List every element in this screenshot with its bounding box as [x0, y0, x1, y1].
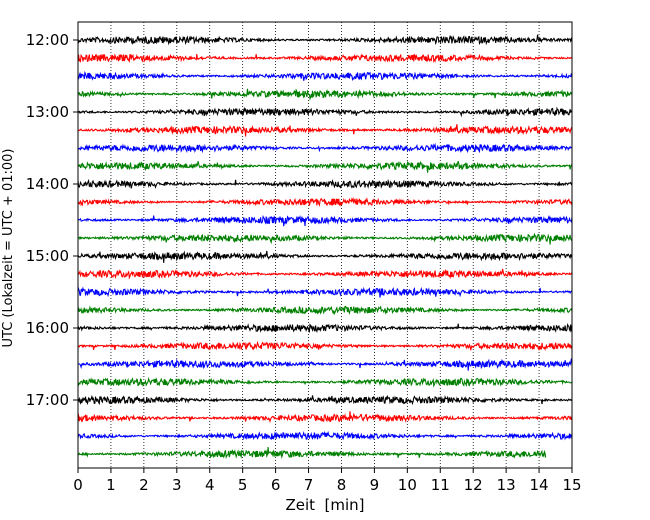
x-tick-label: 11: [431, 476, 450, 494]
seismogram-trace: [77, 376, 573, 388]
x-tick-label: 15: [562, 476, 581, 494]
x-tick-label: 12: [464, 476, 483, 494]
seismogram-traces: [77, 34, 573, 460]
seismogram-trace: [77, 447, 547, 460]
seismogram-trace: [77, 250, 573, 263]
plot-frame: [77, 21, 573, 469]
x-tick-label: 4: [205, 476, 215, 494]
x-tick-label: 0: [73, 476, 83, 494]
y-tick-label: 14:00: [26, 175, 69, 193]
seismogram-trace: [77, 196, 573, 208]
seismogram-trace: [77, 232, 573, 245]
x-axis-ticks: 0 1 2 3 4 5 6 7 8 9 10 11 12 13 14 15: [73, 468, 582, 494]
y-tick-label: 12:00: [26, 31, 69, 49]
seismogram-trace: [77, 358, 573, 371]
seismogram-trace: [77, 305, 573, 316]
x-tick-label: 5: [238, 476, 248, 494]
x-tick-label: 7: [304, 476, 314, 494]
seismogram-trace: [77, 286, 573, 298]
y-tick-label: 17:00: [26, 391, 69, 409]
x-tick-label: 9: [370, 476, 380, 494]
x-tick-label: 10: [398, 476, 417, 494]
seismogram-trace: [77, 34, 573, 46]
seismogram-trace: [77, 430, 573, 441]
seismogram-trace: [77, 106, 573, 118]
seismogram-trace: [77, 394, 573, 406]
y-tick-label: 13:00: [26, 103, 69, 121]
y-axis-ticks: 12:00 13:00 14:00 15:00 16:00 17:00: [26, 31, 78, 409]
seismogram-trace: [77, 142, 573, 154]
x-tick-label: 13: [497, 476, 516, 494]
seismogram-trace: [77, 340, 573, 351]
seismogram-trace: [77, 70, 573, 82]
seismogram-trace: [77, 88, 573, 101]
x-tick-label: 8: [337, 476, 347, 494]
seismogram-trace: [77, 178, 573, 190]
x-axis-label: Zeit [min]: [285, 496, 364, 514]
x-tick-label: 3: [172, 476, 182, 494]
seismogram-trace: [77, 214, 573, 227]
y-tick-label: 16:00: [26, 319, 69, 337]
vertical-grid: [110, 22, 540, 468]
seismogram-trace: [77, 160, 573, 173]
seismogram-trace: [77, 323, 573, 334]
x-tick-label: 6: [271, 476, 281, 494]
x-tick-label: 14: [530, 476, 549, 494]
y-tick-label: 15:00: [26, 247, 69, 265]
y-axis-label: UTC (Lokalzeit = UTC + 01:00): [1, 149, 16, 348]
seismogram-trace: [77, 124, 573, 137]
x-tick-label: 1: [106, 476, 116, 494]
seismogram-trace: [77, 268, 573, 280]
seismogram-trace: [77, 53, 573, 64]
x-tick-label: 2: [139, 476, 149, 494]
seismogram-trace: [77, 411, 573, 424]
